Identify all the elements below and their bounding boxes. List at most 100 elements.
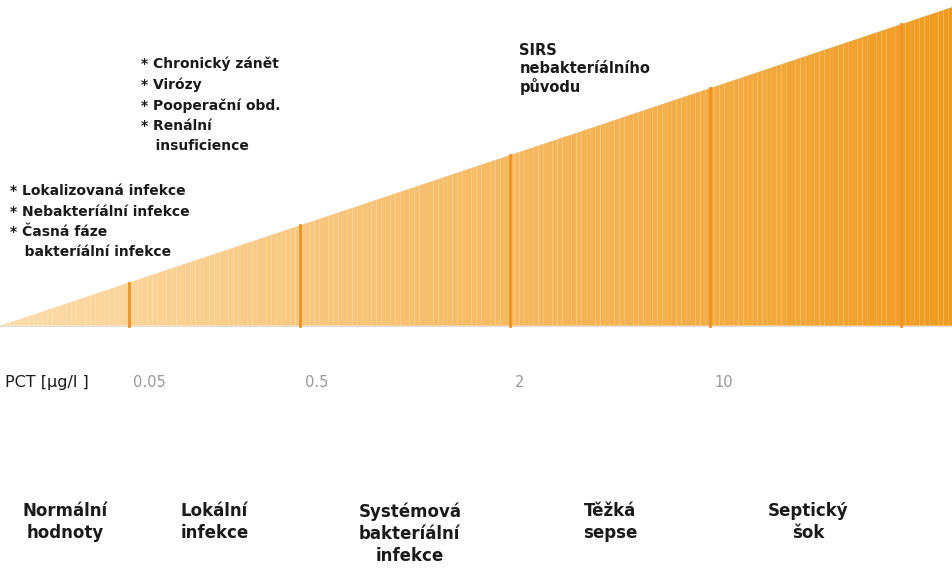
Polygon shape — [814, 51, 819, 326]
Polygon shape — [500, 157, 505, 326]
Polygon shape — [376, 198, 381, 326]
Polygon shape — [605, 121, 609, 326]
Polygon shape — [152, 273, 157, 326]
Polygon shape — [352, 206, 357, 326]
Polygon shape — [533, 145, 538, 326]
Polygon shape — [190, 260, 195, 326]
Polygon shape — [62, 303, 67, 326]
Polygon shape — [57, 305, 62, 326]
Polygon shape — [942, 8, 947, 326]
Polygon shape — [243, 243, 248, 326]
Text: SIRS
nebakteríálního
původu: SIRS nebakteríálního původu — [519, 43, 649, 95]
Polygon shape — [719, 84, 724, 326]
Polygon shape — [590, 126, 595, 326]
Text: 10: 10 — [714, 375, 733, 390]
Polygon shape — [509, 154, 514, 326]
Polygon shape — [562, 136, 566, 326]
Polygon shape — [528, 147, 533, 326]
Polygon shape — [704, 88, 709, 326]
Polygon shape — [219, 251, 224, 326]
Polygon shape — [857, 37, 862, 326]
Polygon shape — [600, 123, 605, 326]
Polygon shape — [733, 79, 738, 326]
Polygon shape — [666, 101, 671, 326]
Polygon shape — [395, 192, 400, 326]
Polygon shape — [947, 7, 952, 326]
Polygon shape — [614, 119, 619, 326]
Polygon shape — [676, 98, 681, 326]
Polygon shape — [476, 165, 481, 326]
Polygon shape — [143, 276, 148, 326]
Text: Těžká
sepse: Těžká sepse — [582, 502, 637, 543]
Polygon shape — [685, 95, 690, 326]
Polygon shape — [771, 66, 776, 326]
Polygon shape — [909, 20, 914, 326]
Polygon shape — [95, 292, 100, 326]
Polygon shape — [609, 120, 614, 326]
Polygon shape — [852, 39, 857, 326]
Polygon shape — [490, 160, 495, 326]
Polygon shape — [290, 227, 295, 326]
Polygon shape — [795, 58, 800, 326]
Polygon shape — [409, 187, 414, 326]
Polygon shape — [86, 296, 90, 326]
Polygon shape — [76, 298, 81, 326]
Polygon shape — [405, 189, 409, 326]
Polygon shape — [390, 193, 395, 326]
Polygon shape — [486, 162, 490, 326]
Polygon shape — [571, 133, 576, 326]
Polygon shape — [124, 283, 129, 326]
Polygon shape — [823, 48, 828, 326]
Polygon shape — [885, 27, 890, 326]
Polygon shape — [333, 213, 338, 326]
Polygon shape — [933, 12, 938, 326]
Polygon shape — [14, 319, 19, 326]
Polygon shape — [547, 141, 552, 326]
Polygon shape — [276, 232, 281, 326]
Polygon shape — [305, 222, 309, 326]
Polygon shape — [257, 238, 262, 326]
Polygon shape — [519, 150, 524, 326]
Polygon shape — [900, 23, 904, 326]
Text: Lokální
infekce: Lokální infekce — [180, 502, 248, 543]
Polygon shape — [766, 67, 771, 326]
Polygon shape — [838, 43, 843, 326]
Polygon shape — [871, 32, 876, 326]
Polygon shape — [928, 13, 933, 326]
Polygon shape — [714, 85, 719, 326]
Polygon shape — [524, 149, 528, 326]
Polygon shape — [433, 179, 438, 326]
Polygon shape — [338, 211, 343, 326]
Polygon shape — [224, 249, 228, 326]
Polygon shape — [371, 200, 376, 326]
Polygon shape — [866, 34, 871, 326]
Text: * Chronický zánět
* Virózy
* Pooperační obd.
* Renální
   insuficience: * Chronický zánět * Virózy * Pooperační … — [141, 57, 280, 153]
Polygon shape — [495, 158, 500, 326]
Polygon shape — [114, 286, 119, 326]
Polygon shape — [300, 224, 305, 326]
Polygon shape — [923, 15, 928, 326]
Text: 0.5: 0.5 — [305, 375, 328, 390]
Polygon shape — [162, 270, 167, 326]
Polygon shape — [457, 171, 462, 326]
Polygon shape — [724, 82, 728, 326]
Polygon shape — [24, 316, 29, 326]
Polygon shape — [0, 324, 5, 326]
Polygon shape — [819, 50, 823, 326]
Polygon shape — [148, 274, 152, 326]
Polygon shape — [343, 209, 347, 326]
Polygon shape — [138, 278, 143, 326]
Polygon shape — [681, 96, 685, 326]
Polygon shape — [747, 74, 752, 326]
Polygon shape — [776, 64, 781, 326]
Polygon shape — [738, 77, 743, 326]
Polygon shape — [671, 99, 676, 326]
Polygon shape — [471, 166, 476, 326]
Polygon shape — [809, 53, 814, 326]
Polygon shape — [543, 142, 547, 326]
Polygon shape — [10, 321, 14, 326]
Polygon shape — [262, 237, 267, 326]
Polygon shape — [881, 29, 885, 326]
Polygon shape — [419, 184, 424, 326]
Polygon shape — [438, 178, 443, 326]
